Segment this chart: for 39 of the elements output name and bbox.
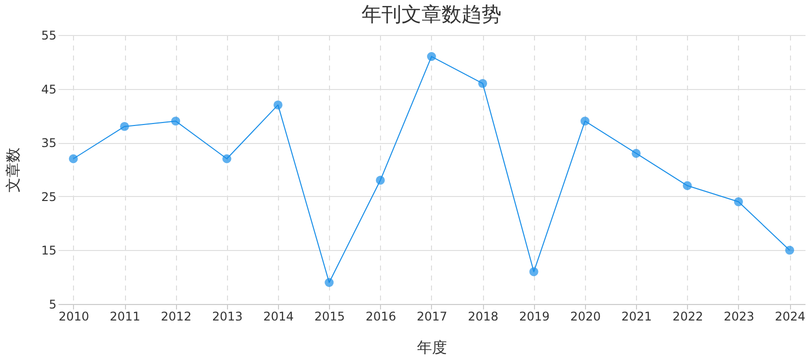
point: [632, 148, 641, 158]
point: [734, 197, 743, 206]
chart-title: 年刊文章数趋势: [362, 2, 502, 26]
point: [376, 176, 385, 185]
x-tick-label: 2011: [110, 310, 140, 324]
x-tick-label: 2024: [774, 310, 806, 324]
x-tick-label: 2019: [519, 310, 550, 324]
x-tick-label: 2016: [366, 310, 396, 324]
y-tick-label: 5: [48, 298, 56, 312]
y-tick-label: 25: [41, 190, 56, 204]
y-tick-label: 45: [41, 82, 56, 96]
x-tick-label: 2013: [212, 310, 243, 324]
y-tick-label: 55: [41, 28, 56, 42]
point: [120, 122, 129, 131]
point: [580, 116, 590, 126]
x-tick-label: 2015: [314, 310, 345, 324]
x-tick-label: 2014: [263, 310, 294, 324]
x-tick-label: 2021: [621, 310, 652, 324]
point: [785, 246, 794, 255]
x-tick-label: 2020: [570, 310, 601, 324]
point: [68, 154, 78, 164]
y-axis-title: 文章数: [4, 148, 22, 192]
x-tick-label: 2010: [58, 310, 90, 324]
x-tick-label: 2017: [416, 310, 448, 324]
x-tick-label: 2018: [468, 310, 498, 324]
y-tick-label: 35: [41, 136, 56, 150]
point: [222, 154, 232, 164]
point: [324, 278, 334, 287]
point: [171, 116, 180, 126]
y-tick-label: 15: [41, 244, 56, 258]
point: [478, 78, 488, 88]
x-axis-title: 年度: [417, 338, 447, 356]
point: [529, 267, 538, 276]
x-tick-label: 2023: [724, 310, 754, 324]
x-tick-label: 2012: [160, 310, 192, 324]
x-tick-label: 2022: [672, 310, 704, 324]
point: [274, 100, 282, 110]
point: [682, 181, 692, 190]
point: [427, 52, 436, 61]
